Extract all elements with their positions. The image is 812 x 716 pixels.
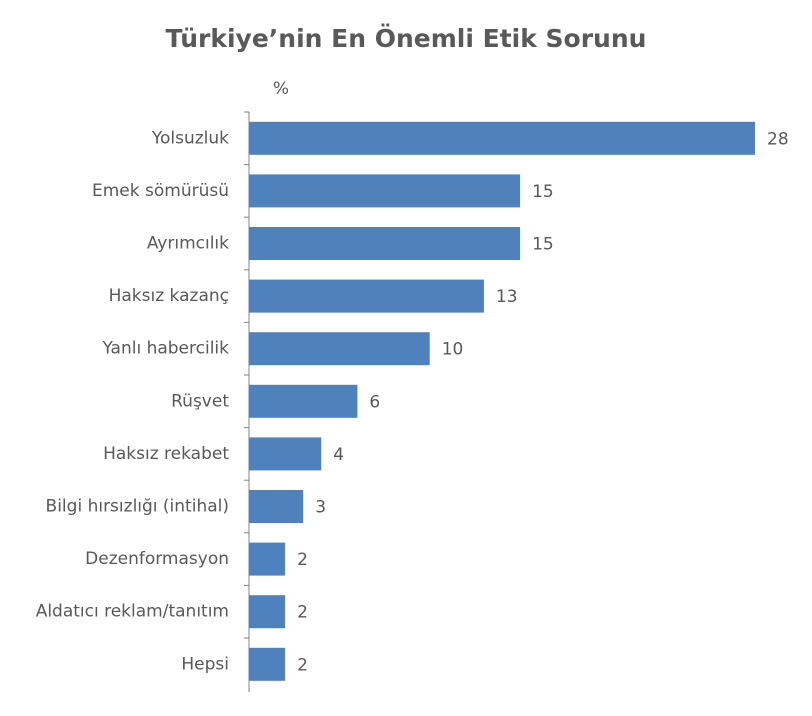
data-label: 2 bbox=[297, 655, 308, 675]
category-label: Yolsuzluk bbox=[151, 128, 229, 148]
category-label: Emek sömürüsü bbox=[92, 181, 229, 201]
category-label: Hepsi bbox=[181, 654, 229, 674]
bar bbox=[249, 647, 286, 681]
data-label: 4 bbox=[333, 445, 344, 465]
data-label: 3 bbox=[315, 498, 326, 518]
bar bbox=[249, 279, 484, 313]
data-label: 15 bbox=[532, 182, 554, 202]
data-label: 2 bbox=[297, 603, 308, 623]
bar bbox=[249, 332, 430, 366]
category-label: Rüşvet bbox=[171, 391, 229, 411]
data-label: 15 bbox=[532, 235, 554, 255]
bar bbox=[249, 384, 358, 418]
bar bbox=[249, 437, 322, 471]
data-label: 10 bbox=[442, 340, 464, 360]
data-label: 28 bbox=[767, 129, 789, 149]
bar bbox=[249, 174, 521, 208]
axis-unit: % bbox=[273, 79, 289, 99]
bar bbox=[249, 227, 521, 260]
data-label: 13 bbox=[496, 287, 518, 307]
category-label: Haksız rekabet bbox=[103, 444, 229, 464]
bar bbox=[249, 542, 286, 576]
data-label: 2 bbox=[297, 550, 308, 570]
bar bbox=[249, 121, 755, 155]
category-label: Yanlı habercilik bbox=[101, 339, 229, 359]
bar bbox=[249, 595, 286, 629]
data-label: 6 bbox=[369, 392, 380, 412]
category-label: Haksız kazanç bbox=[109, 286, 229, 306]
category-label: Aldatıcı reklam/tanıtım bbox=[36, 602, 229, 622]
chart-title: Türkiye’nin En Önemli Etik Sorunu bbox=[166, 23, 647, 53]
category-label: Bilgi hırsızlığı (intihal) bbox=[46, 497, 229, 517]
bar bbox=[249, 490, 304, 523]
category-label: Ayrımcılık bbox=[147, 234, 229, 254]
category-label: Dezenformasyon bbox=[85, 549, 229, 569]
